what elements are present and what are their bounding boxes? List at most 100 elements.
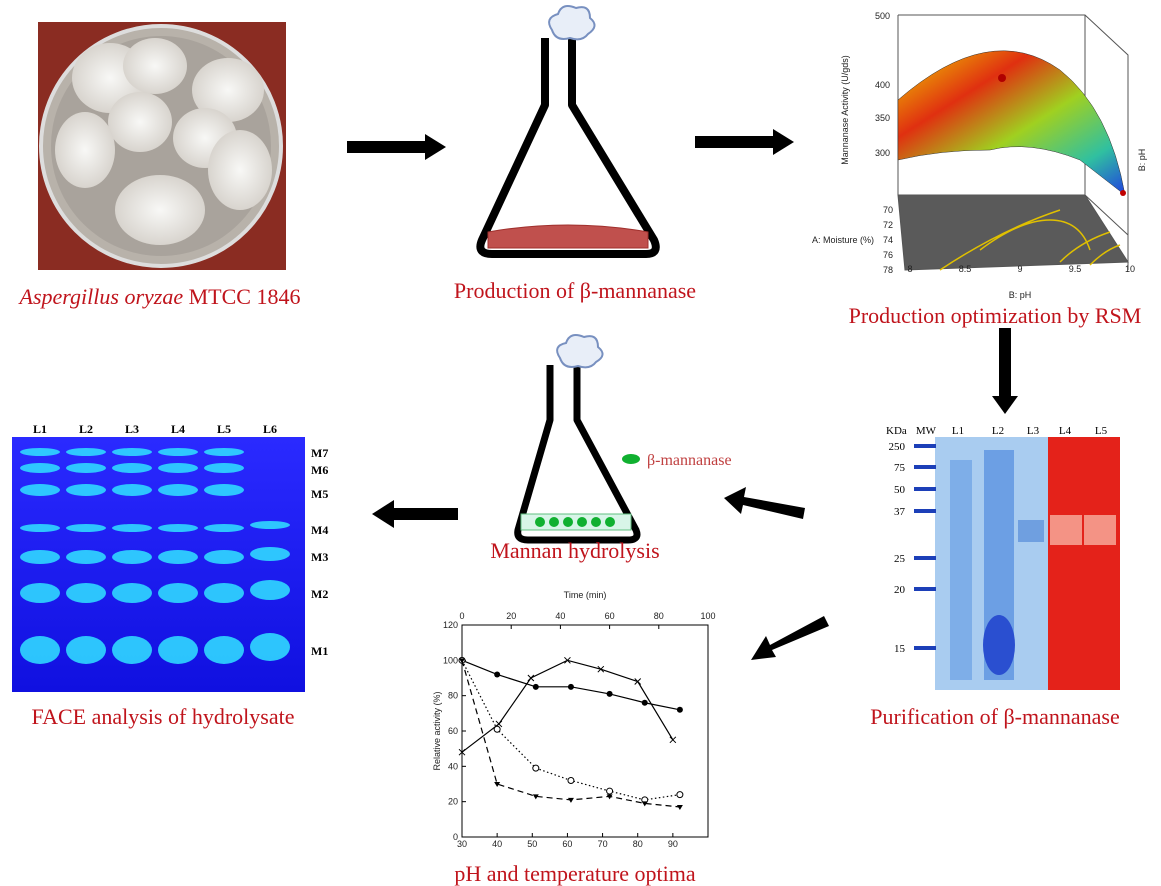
- point: [669, 736, 677, 744]
- gel-band: [20, 550, 60, 564]
- gel-band: [204, 524, 244, 532]
- shape: [1084, 515, 1116, 545]
- gel-band: [158, 448, 198, 456]
- gel-band: [112, 636, 152, 664]
- lane-label: L2: [992, 425, 1004, 437]
- gel-band: [66, 448, 106, 456]
- y-tick-label: 80: [448, 691, 458, 701]
- unit-label: KDa: [886, 425, 907, 437]
- shape: [983, 615, 1015, 675]
- caption: Production of β-mannanase: [454, 278, 696, 303]
- tick-label: 8.5: [959, 264, 972, 274]
- shape: [1050, 515, 1082, 545]
- x2-axis-title: Time (min): [564, 590, 607, 600]
- tick-label: 10: [1125, 264, 1135, 274]
- arrows: [347, 129, 1018, 660]
- x-tick-label: 30: [457, 839, 467, 849]
- point: [641, 801, 648, 807]
- gel-band: [250, 521, 290, 529]
- point: [532, 683, 539, 690]
- gel-band: [112, 448, 152, 456]
- rsm-plot: [897, 14, 1129, 271]
- point: [567, 776, 575, 784]
- gel-band: [250, 580, 290, 600]
- marker-label: 37: [894, 506, 906, 518]
- face-gel: [12, 437, 305, 692]
- point: [494, 782, 501, 787]
- tick-label: 74: [883, 235, 893, 245]
- shape: [591, 517, 601, 527]
- shape: [897, 50, 1126, 196]
- gel-band: [112, 524, 152, 532]
- series-line: [461, 660, 680, 808]
- sds-gel: [908, 420, 1120, 690]
- band-label: M7: [311, 446, 328, 460]
- shape: [563, 517, 573, 527]
- gel-band: [20, 463, 60, 473]
- x2-tick-label: 100: [700, 611, 715, 621]
- x2-tick-label: 40: [555, 611, 565, 621]
- shape: [392, 508, 458, 520]
- y-tick-label: 120: [443, 620, 458, 630]
- marker-label: 50: [894, 484, 906, 496]
- caption: pH and temperature optima: [454, 861, 696, 886]
- shape: [695, 136, 775, 148]
- marker-band: [914, 444, 936, 448]
- lane-label: L3: [125, 422, 139, 436]
- point: [532, 764, 540, 772]
- shape: [487, 224, 649, 249]
- gel-band: [112, 583, 152, 603]
- gel-band: [66, 524, 106, 532]
- gel-band: [112, 484, 152, 496]
- tick-label: 350: [875, 113, 890, 123]
- caption: Purification of β-mannanase: [870, 704, 1119, 729]
- shape: [514, 365, 641, 544]
- shape: [992, 396, 1018, 414]
- gel-band: [112, 463, 152, 473]
- shape: [535, 517, 545, 527]
- petri-dish: [38, 22, 286, 270]
- gel-band: [204, 463, 244, 473]
- shape: [115, 175, 205, 245]
- tick-label: 8: [907, 264, 912, 274]
- point: [676, 804, 683, 810]
- gel-band: [204, 583, 244, 603]
- shape: [751, 616, 829, 660]
- lane-label: L4: [171, 422, 185, 436]
- marker-label: 250: [889, 441, 906, 453]
- gel-band: [204, 448, 244, 456]
- lane-label: L2: [79, 422, 93, 436]
- lane-label: L4: [1059, 425, 1072, 437]
- point: [458, 748, 466, 756]
- axis-label: B: pH: [1009, 290, 1032, 300]
- caption: FACE analysis of hydrolysate: [32, 704, 295, 729]
- gel-band: [66, 463, 106, 473]
- shape: [950, 460, 972, 680]
- shape: [476, 38, 660, 258]
- lane-label: L1: [952, 425, 964, 437]
- point: [459, 658, 465, 664]
- marker-band: [914, 587, 936, 591]
- point: [606, 690, 613, 697]
- shape: [425, 134, 446, 160]
- y-tick-label: 20: [448, 797, 458, 807]
- shape: [605, 517, 615, 527]
- point: [634, 678, 642, 685]
- point: [597, 665, 605, 673]
- gel-band: [158, 636, 198, 664]
- line-chart: 0 20 40 60 80 100 120 30 40 50 60 70 80 90 0 20 40 60 80 10…: [432, 590, 716, 849]
- x-tick-label: 40: [492, 839, 502, 849]
- point: [676, 791, 684, 799]
- gel-band: [20, 583, 60, 603]
- shape: [347, 141, 427, 153]
- enzyme-label: β-mannanase: [647, 452, 732, 469]
- shape: [897, 194, 1129, 271]
- gel-band: [250, 547, 290, 561]
- point: [676, 706, 683, 713]
- point: [606, 787, 614, 795]
- marker-label: 20: [894, 584, 906, 596]
- gel-band: [66, 583, 106, 603]
- gel-band: [250, 633, 290, 661]
- shape: [773, 129, 794, 155]
